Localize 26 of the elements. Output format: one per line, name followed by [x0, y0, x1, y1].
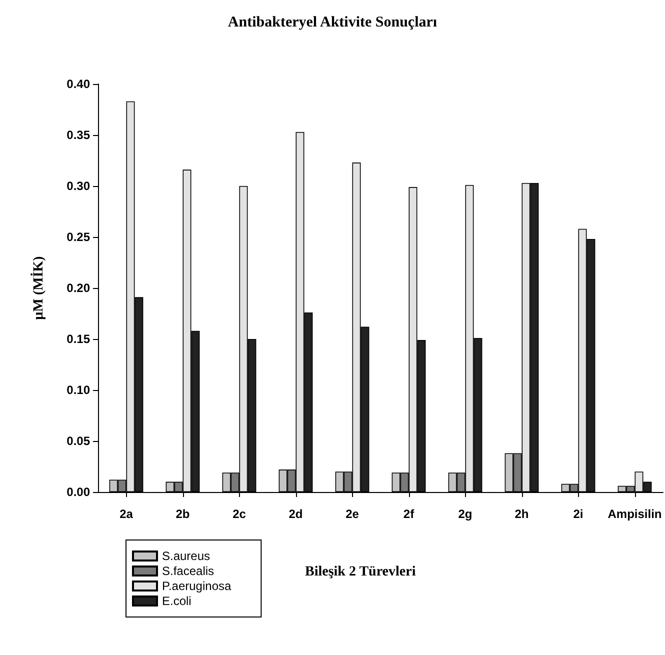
- x-tick-label: 2a: [120, 507, 134, 521]
- x-tick-label: 2c: [232, 507, 246, 521]
- x-tick-label: 2d: [288, 507, 303, 521]
- x-tick-label: 2f: [403, 507, 416, 521]
- x-tick-label: 2e: [346, 507, 360, 521]
- legend-label: S.facealis: [162, 564, 214, 578]
- x-axis-title: Bileşik 2 Türevleri: [305, 564, 416, 580]
- y-tick-label: 0.25: [66, 230, 90, 244]
- x-tick-label: 2b: [176, 507, 190, 521]
- x-tick-label: 2g: [458, 507, 472, 521]
- y-tick-label: 0.15: [66, 332, 90, 346]
- x-tick-label: 2h: [514, 507, 529, 521]
- legend-label: P.aeruginosa: [162, 579, 232, 593]
- x-tick-label: 2i: [573, 507, 584, 521]
- y-tick-label: 0.20: [66, 281, 90, 295]
- chart-title: Antibakteryel Aktivite Sonuçları: [228, 14, 438, 30]
- y-tick-label: 0.30: [66, 179, 90, 193]
- y-tick-label: 0.40: [66, 77, 90, 91]
- y-tick-label: 0.35: [66, 128, 90, 142]
- x-tick-label: Ampisilin: [608, 507, 662, 521]
- y-tick-label: 0.10: [66, 383, 90, 397]
- legend-label: E.coli: [162, 594, 192, 608]
- y-tick-label: 0.00: [66, 485, 90, 499]
- y-tick-label: 0.05: [66, 434, 90, 448]
- y-axis-title: µM (MİK): [30, 256, 46, 320]
- legend-label: S.aureus: [162, 549, 210, 563]
